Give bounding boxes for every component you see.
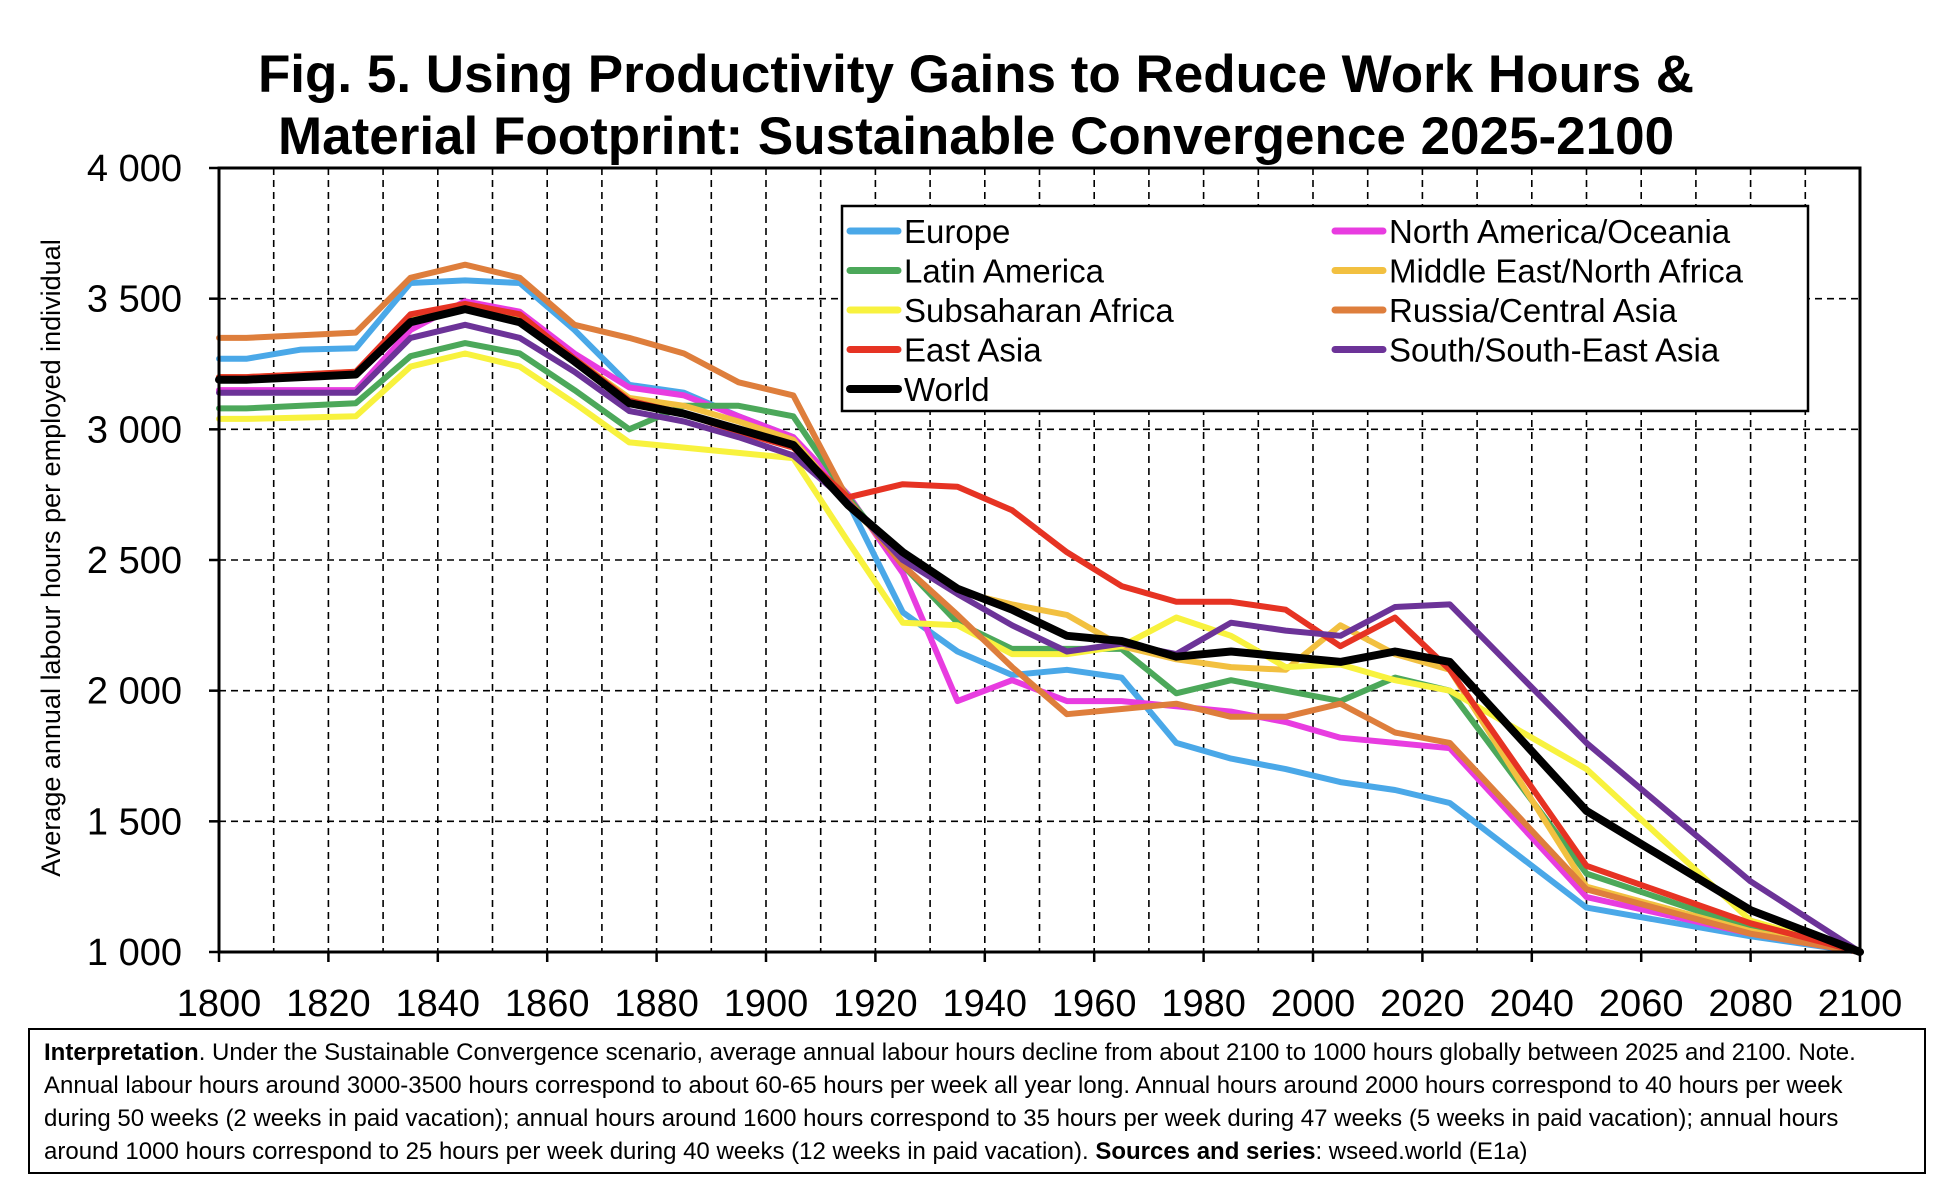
line-chart: 1 000 1 500 2 000 2 500 3 000 3 500 4 000 1800 1… (36, 148, 1902, 1025)
legend-label: Subsaharan Africa (904, 292, 1174, 329)
legend-label: North America/Oceania (1389, 213, 1731, 250)
series-line-subsaharan-africa (216, 350, 1863, 955)
x-tick-label: 1880 (614, 983, 699, 1025)
y-tick-label: 1 500 (87, 801, 182, 843)
x-tick-label: 1820 (286, 983, 371, 1025)
legend-label: Europe (904, 213, 1010, 250)
legend-label: Middle East/North Africa (1389, 253, 1744, 290)
x-tick-label: 1800 (177, 983, 262, 1025)
x-tick-label: 1980 (1161, 983, 1246, 1025)
legend-label: World (904, 371, 990, 408)
x-tick-label: 2000 (1271, 983, 1356, 1025)
y-tick-label: 2 000 (87, 671, 182, 713)
interpretation-note: Interpretation. Under the Sustainable Co… (28, 1028, 1926, 1174)
series-line-south-south-east-asia (216, 321, 1863, 955)
x-tick-label: 1860 (505, 983, 590, 1025)
legend-label: Latin America (904, 253, 1105, 290)
y-tick-label: 4 000 (87, 148, 182, 190)
x-tick-label: 2020 (1380, 983, 1465, 1025)
y-tick-label: 2 500 (87, 540, 182, 582)
legend-label: South/South-East Asia (1389, 332, 1720, 369)
x-tick-label: 1900 (724, 983, 809, 1025)
x-tick-label: 2100 (1818, 983, 1903, 1025)
series-line-world (215, 305, 1864, 956)
x-tick-label: 2040 (1490, 983, 1575, 1025)
chart-title: Fig. 5. Using Productivity Gains to Redu… (0, 44, 1952, 168)
legend-box (840, 204, 1810, 413)
sources-text: : wseed.world (E1a) (1315, 1138, 1528, 1165)
series-line-europe (216, 277, 1863, 955)
x-tick-label: 1960 (1052, 983, 1137, 1025)
series-lines (215, 261, 1864, 956)
x-tick-label: 1940 (943, 983, 1028, 1025)
interpretation-text: . Under the Sustainable Convergence scen… (44, 1039, 1856, 1165)
y-axis-label: Average annual labour hours per employed… (36, 239, 66, 876)
x-tick-label: 1920 (833, 983, 918, 1025)
x-tick-label: 1840 (396, 983, 481, 1025)
y-tick-label: 1 000 (87, 932, 182, 974)
series-line-russia-central-asia (216, 261, 1863, 955)
axes: 1 000 1 500 2 000 2 500 3 000 3 500 4 000 1800 1… (87, 148, 1902, 1025)
sources-label: Sources and series (1095, 1138, 1316, 1165)
legend: Europe North America/Oceania Latin America… (840, 204, 1810, 413)
x-tick-label: 2080 (1708, 983, 1793, 1025)
y-tick-label: 3 000 (87, 409, 182, 451)
chart-title-line-2: Material Footprint: Sustainable Converge… (277, 107, 1675, 166)
legend-label: Russia/Central Asia (1389, 292, 1678, 329)
interpretation-label: Interpretation (44, 1039, 199, 1066)
chart-title-line-1: Fig. 5. Using Productivity Gains to Redu… (257, 45, 1695, 104)
y-tick-label: 3 500 (87, 279, 182, 321)
legend-label: East Asia (904, 332, 1042, 369)
series-line-east-asia (216, 300, 1863, 955)
x-tick-label: 2060 (1599, 983, 1684, 1025)
